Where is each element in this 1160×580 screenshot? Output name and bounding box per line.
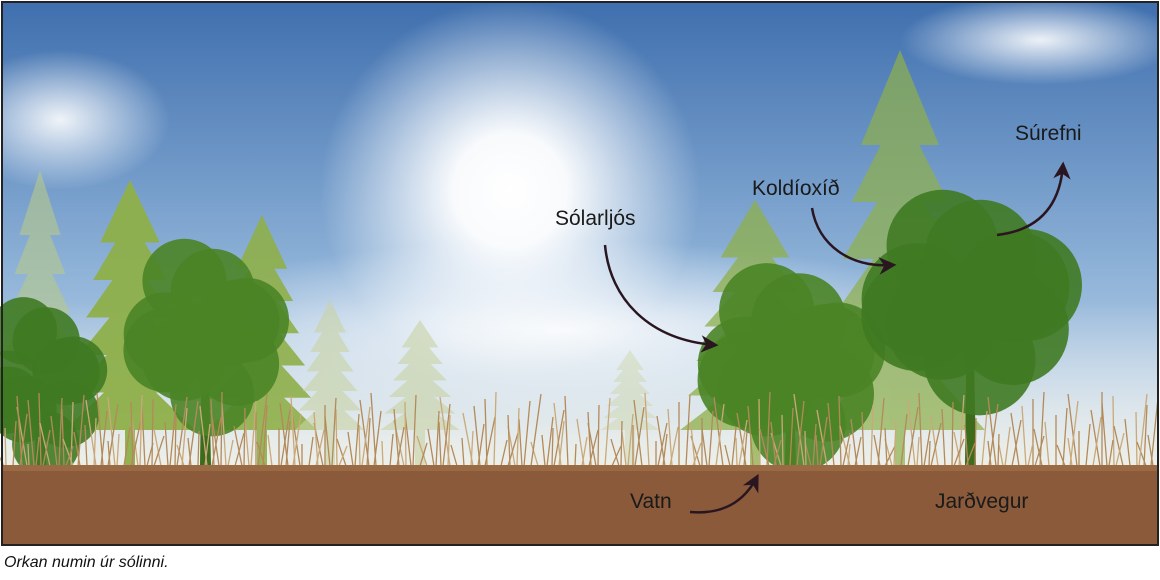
foliage — [957, 231, 1069, 343]
foliage — [779, 304, 874, 399]
soil-edge — [2, 465, 1158, 471]
scene — [0, 0, 1160, 545]
foliage — [196, 280, 280, 364]
foliage — [32, 338, 99, 405]
illustration: Sólarljós Koldíoxíð Súrefni Vatn Jarðveg… — [0, 0, 1160, 580]
label-oxygen: Súrefni — [1015, 122, 1082, 145]
label-soil: Jarðvegur — [935, 490, 1028, 513]
page: Sólarljós Koldíoxíð Súrefni Vatn Jarðveg… — [0, 0, 1160, 580]
caption: Orkan numin úr sólinni. — [4, 554, 169, 571]
label-sunlight: Sólarljós — [555, 207, 636, 230]
label-carbon-dioxide: Koldíoxíð — [752, 177, 840, 200]
label-water: Vatn — [630, 490, 672, 513]
